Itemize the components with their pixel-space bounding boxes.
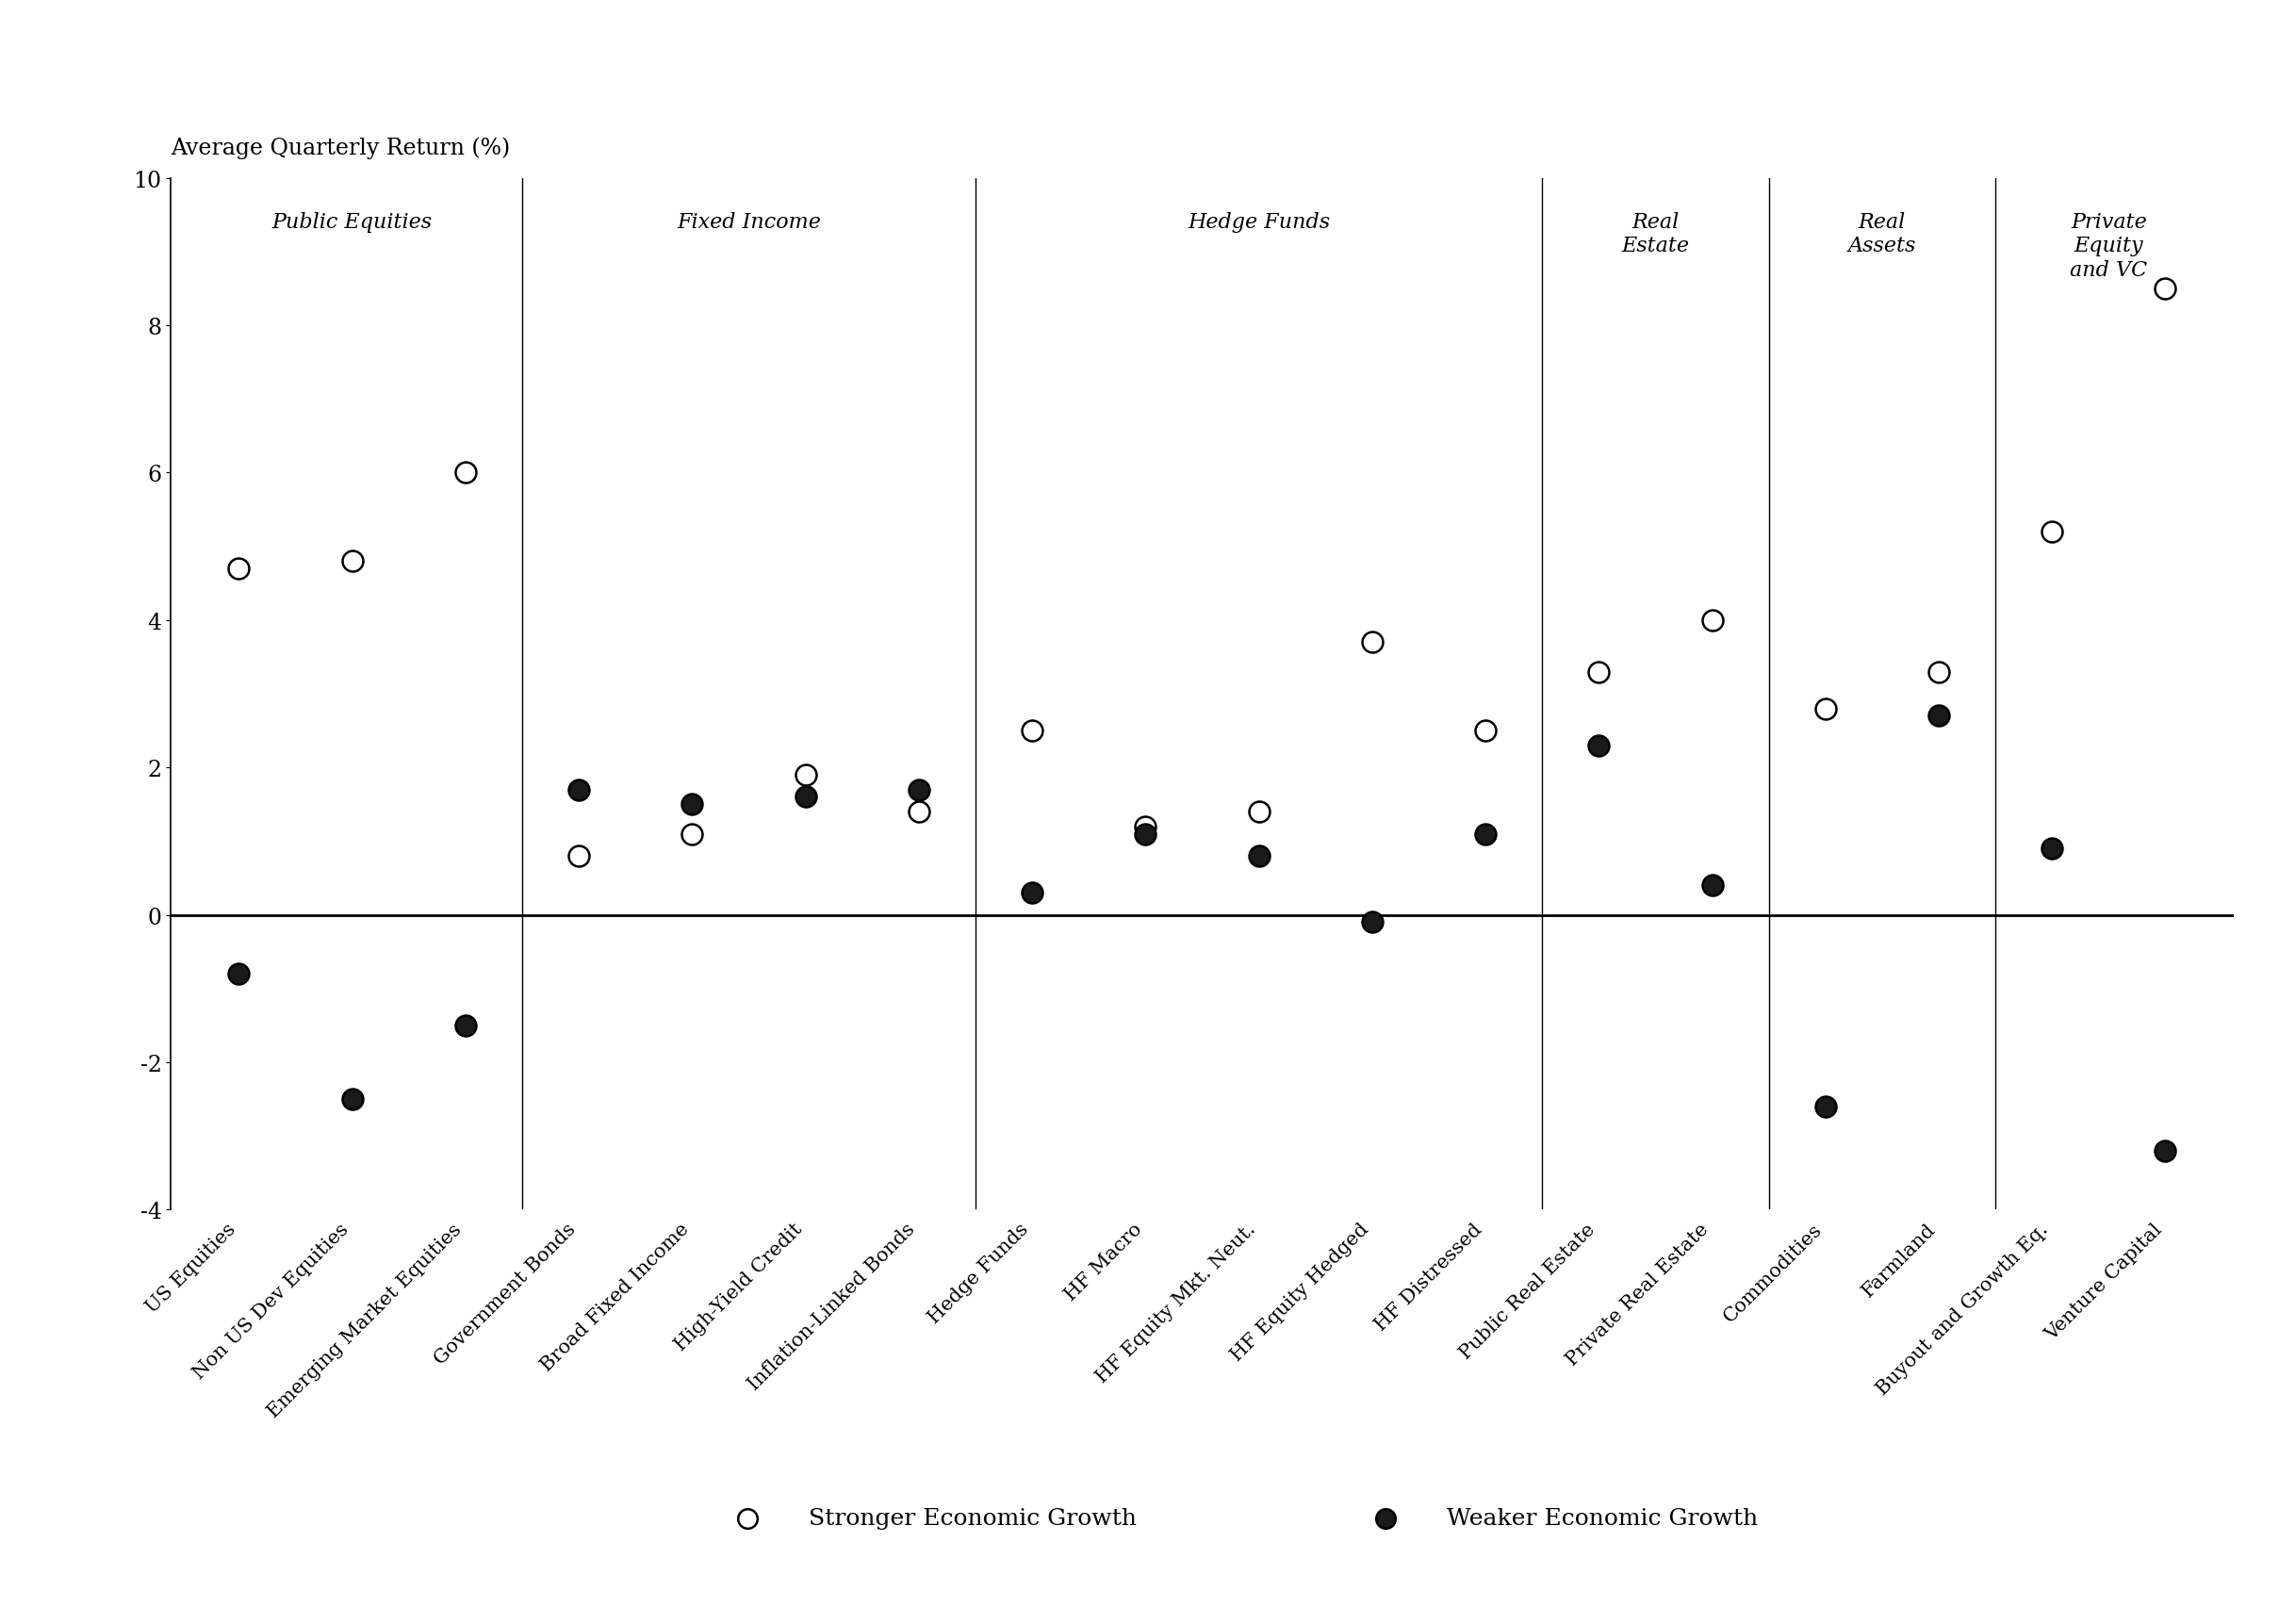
Text: Fixed Income: Fixed Income <box>677 211 820 232</box>
Point <box>2033 520 2069 546</box>
Point <box>1921 703 1958 729</box>
Point <box>561 843 597 869</box>
Text: Public Equities: Public Equities <box>271 211 433 232</box>
Text: Private
Equity
and VC: Private Equity and VC <box>2069 211 2147 281</box>
Point <box>1582 659 1618 685</box>
Point <box>2147 276 2183 302</box>
Text: Stronger Economic Growth: Stronger Economic Growth <box>809 1507 1137 1530</box>
Point <box>1807 1095 1844 1121</box>
Point <box>561 776 597 802</box>
Text: Economic Growth Periods (1997–2017): Economic Growth Periods (1997–2017) <box>399 115 1256 154</box>
Point <box>1582 732 1618 758</box>
Point <box>786 762 823 788</box>
Point <box>1014 718 1051 744</box>
Point <box>447 1013 483 1039</box>
Point <box>1693 872 1730 898</box>
Point <box>1240 843 1276 869</box>
Point <box>675 793 711 818</box>
Point <box>900 799 937 825</box>
Text: Real
Assets: Real Assets <box>1848 211 1917 257</box>
Point <box>447 460 483 486</box>
Point <box>221 555 258 581</box>
Point <box>1693 607 1730 633</box>
Text: Historical Asset Class Performance under Stronger and Weaker: Historical Asset Class Performance under… <box>399 26 1800 67</box>
Point <box>1921 659 1958 685</box>
Point <box>335 1086 371 1112</box>
Text: Exhibit 12: Exhibit 12 <box>27 52 253 91</box>
Point <box>786 784 823 810</box>
Point <box>1128 814 1165 840</box>
Point <box>221 961 258 987</box>
Point <box>2033 836 2069 862</box>
Point <box>900 776 937 802</box>
Text: Real
Estate: Real Estate <box>1623 211 1689 257</box>
Text: Weaker Economic Growth: Weaker Economic Growth <box>1447 1507 1759 1530</box>
Point <box>1354 630 1390 656</box>
Point <box>1128 822 1165 848</box>
Point <box>1468 718 1504 744</box>
Point <box>1354 909 1390 935</box>
Point <box>675 822 711 848</box>
Point <box>1807 697 1844 723</box>
Point <box>335 549 371 575</box>
Point <box>1014 880 1051 906</box>
Point <box>2147 1138 2183 1164</box>
Point <box>1367 1505 1404 1531</box>
Point <box>729 1505 766 1531</box>
Point <box>1240 799 1276 825</box>
Text: Hedge Funds: Hedge Funds <box>1187 211 1331 232</box>
Text: Average Quarterly Return (%): Average Quarterly Return (%) <box>171 136 510 159</box>
Point <box>1468 822 1504 848</box>
